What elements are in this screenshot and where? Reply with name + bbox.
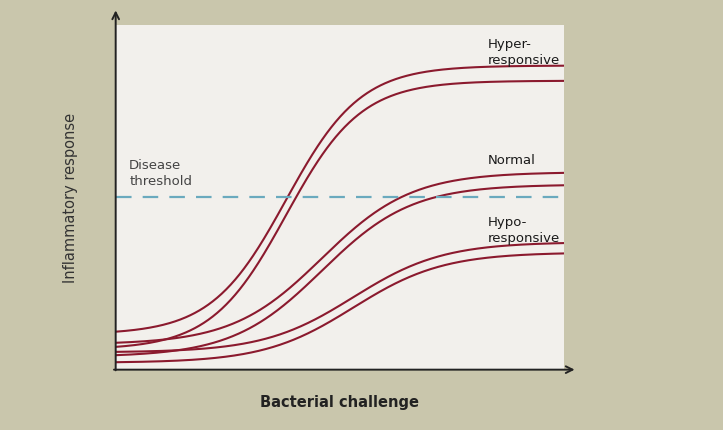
Text: Hyper-
responsive: Hyper- responsive: [488, 38, 560, 68]
Text: Normal: Normal: [488, 154, 536, 166]
Text: Disease
threshold: Disease threshold: [129, 159, 192, 187]
Text: Hypo-
responsive: Hypo- responsive: [488, 215, 560, 244]
Text: Bacterial challenge: Bacterial challenge: [260, 394, 419, 409]
Text: Inflammatory response: Inflammatory response: [64, 113, 78, 283]
